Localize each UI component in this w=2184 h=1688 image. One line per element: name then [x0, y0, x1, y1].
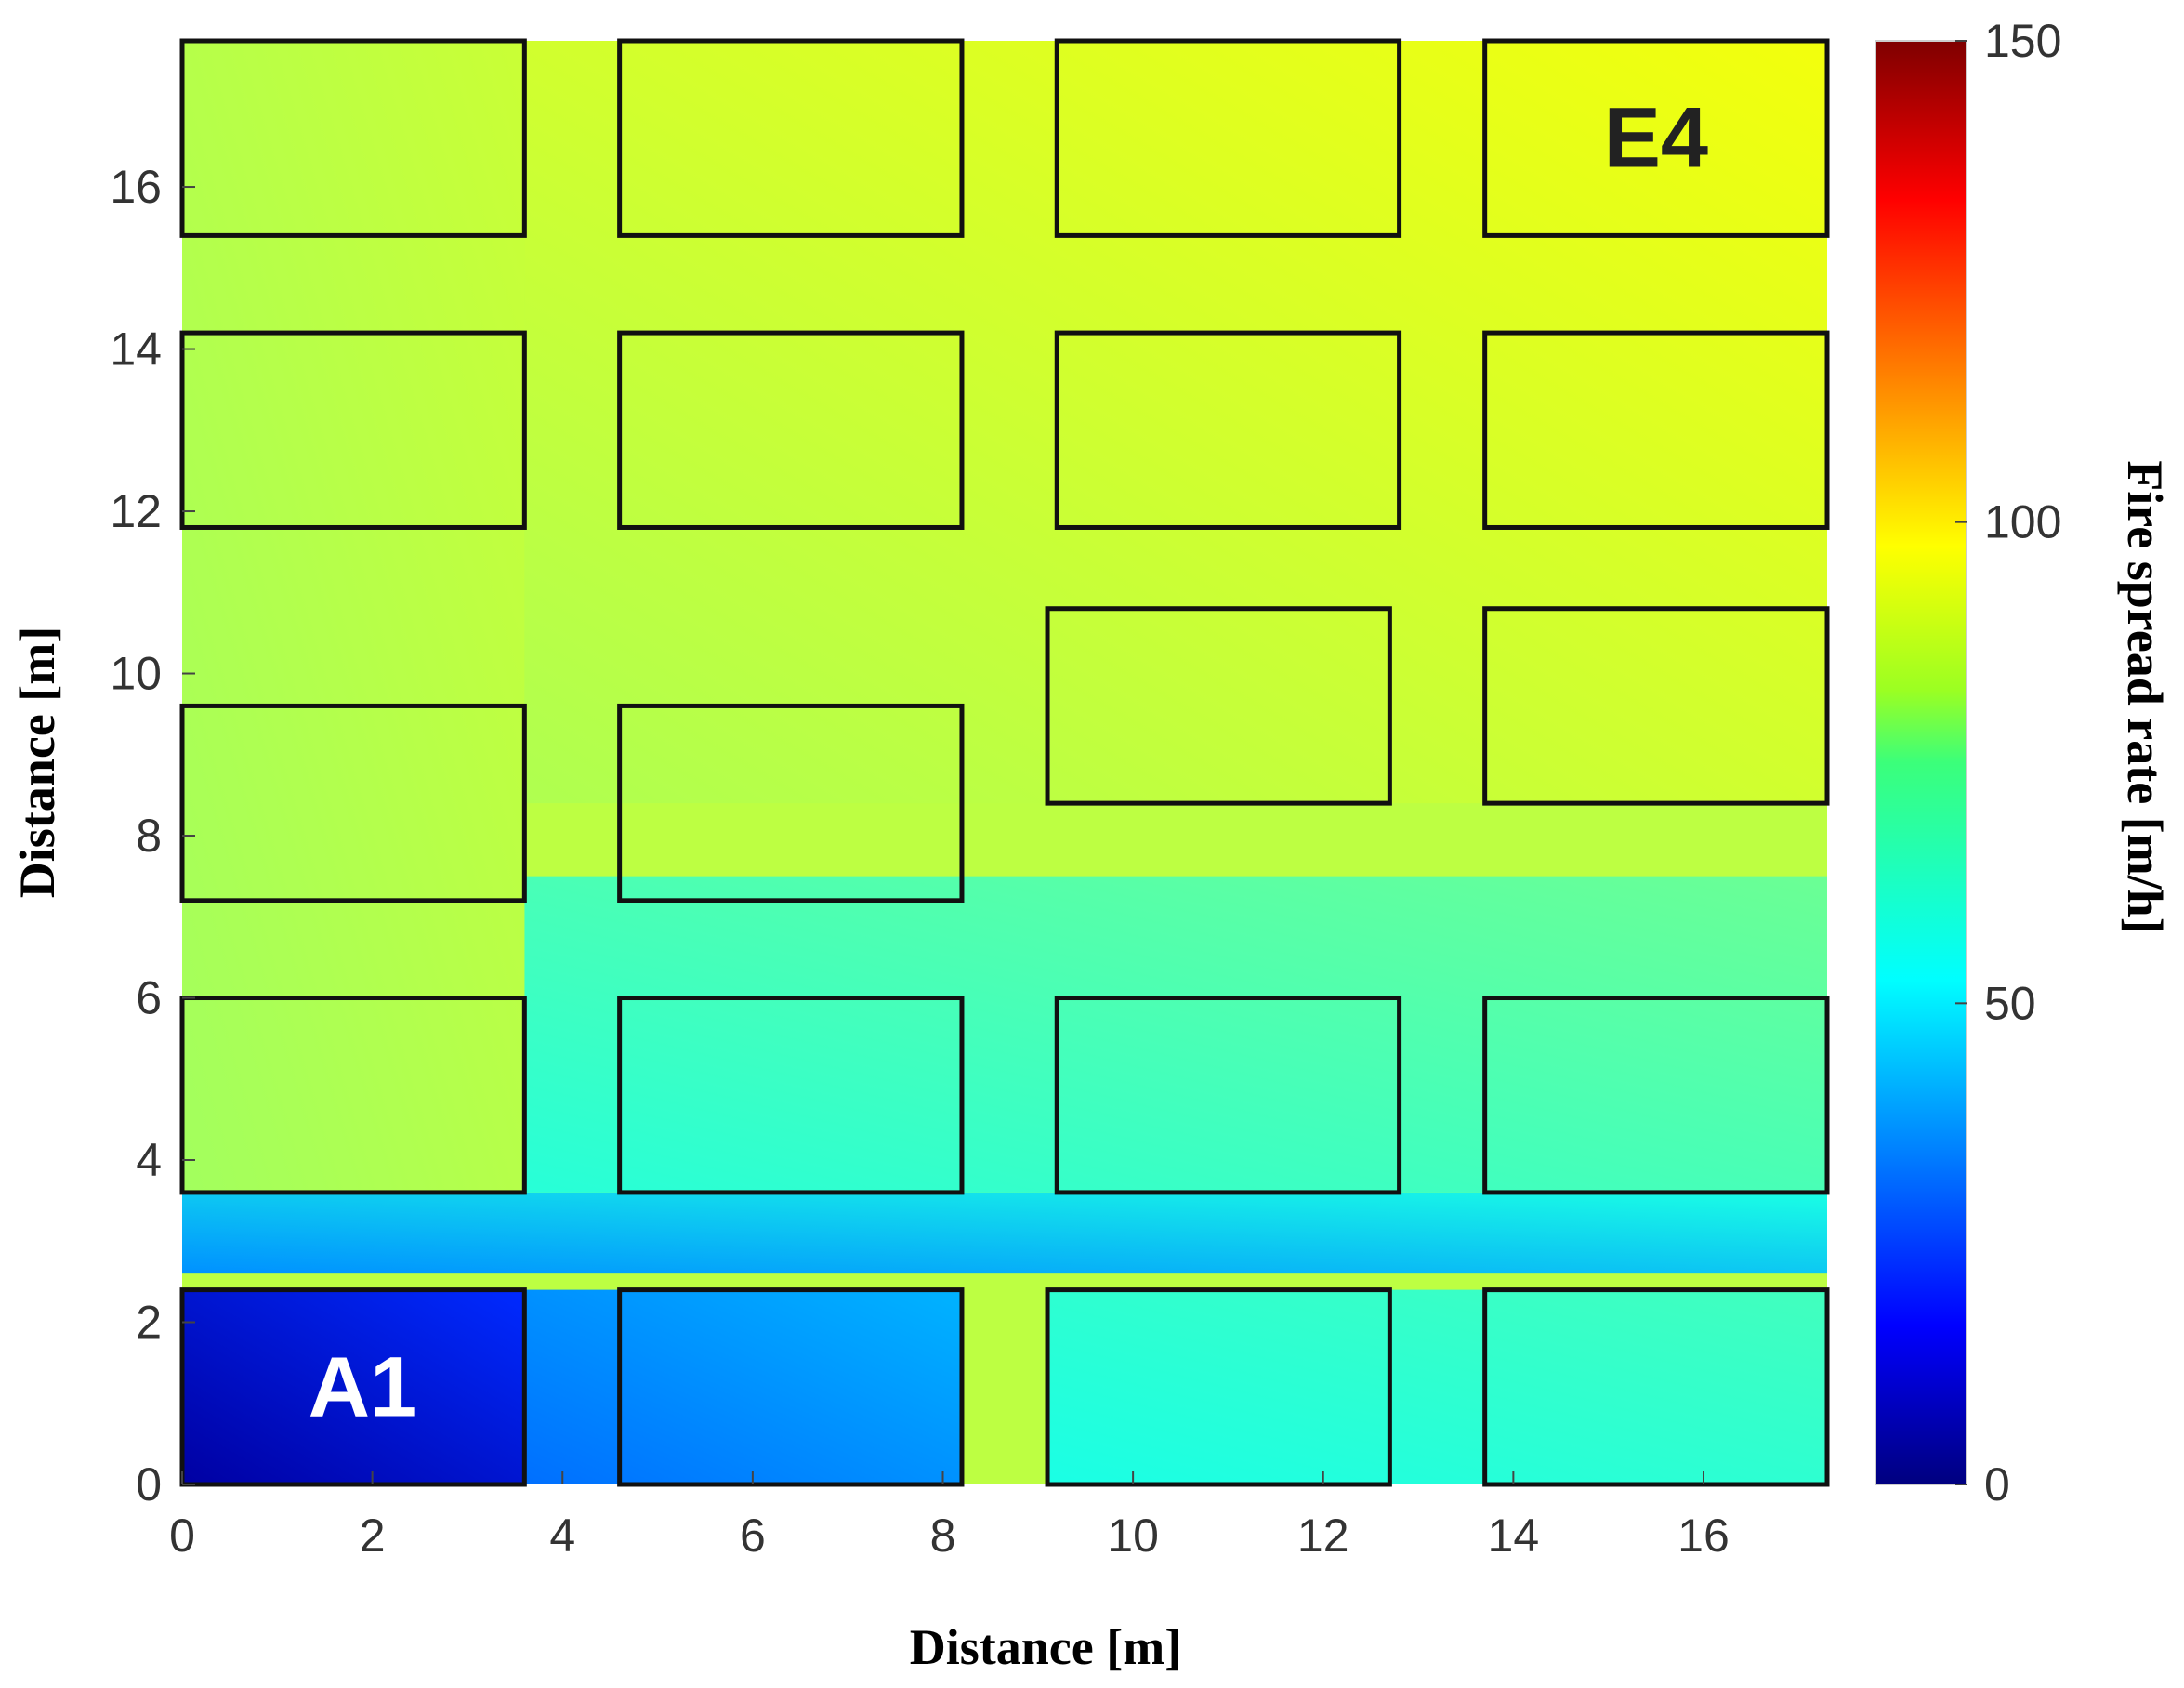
zone-annotations: A1 E4	[309, 91, 1709, 1435]
building-outline	[1482, 996, 1830, 1195]
zone-label: A1	[309, 1339, 418, 1434]
y-tick-label: 4	[136, 1134, 162, 1186]
x-tick-label: 4	[549, 1510, 575, 1562]
building-outline	[1045, 606, 1392, 806]
building-outline	[617, 703, 965, 903]
colorbar-tick-label: 0	[1984, 1458, 2010, 1510]
x-tick-label: 14	[1488, 1510, 1540, 1562]
colorbar-ticks: 0 50 100 150	[1955, 15, 2061, 1510]
y-tick-label: 12	[110, 485, 162, 537]
y-tick-label: 6	[136, 972, 162, 1024]
building-outline	[1054, 38, 1402, 238]
building-outline	[1482, 38, 1830, 238]
colorbar-tick-label: 100	[1984, 496, 2061, 548]
field-region	[1047, 1289, 1827, 1484]
x-tick-label: 8	[930, 1510, 956, 1562]
y-tick-label: 0	[136, 1458, 162, 1510]
colorbar-tick-label: 50	[1984, 977, 2036, 1029]
field-region	[524, 41, 1827, 804]
building-outline	[1054, 996, 1402, 1195]
y-tick-label: 10	[110, 648, 162, 700]
y-tick-label: 2	[136, 1297, 162, 1349]
colorbar-title: Fire spread rate [m/h]	[2117, 460, 2173, 933]
x-tick-label: 0	[169, 1510, 195, 1562]
building-outline	[1045, 1287, 1392, 1487]
building-outline	[617, 330, 965, 530]
building-outline	[1054, 330, 1402, 530]
field-region	[524, 1289, 962, 1484]
x-tick-label: 2	[360, 1510, 386, 1562]
x-tick-label: 16	[1677, 1510, 1730, 1562]
x-tick-label: 12	[1297, 1510, 1349, 1562]
heatmap-field	[182, 41, 1827, 1484]
x-axis-title: Distance [m]	[910, 1619, 1181, 1675]
colorbar	[1875, 40, 1967, 1485]
y-axis-ticks: 0 2 4 6 8 10 12 14 16	[110, 161, 195, 1510]
building-outline	[179, 996, 527, 1195]
field-region	[524, 876, 1827, 1193]
zone-label: E4	[1604, 91, 1709, 186]
building-outline	[1482, 606, 1830, 806]
building-outline	[617, 996, 965, 1195]
building-outline	[617, 38, 965, 238]
building-outline	[179, 703, 527, 903]
y-tick-label: 14	[110, 323, 162, 376]
field-region	[182, 41, 525, 1193]
x-tick-label: 6	[740, 1510, 766, 1562]
y-axis-title: Distance [m]	[9, 626, 65, 898]
y-tick-label: 8	[136, 810, 162, 862]
x-tick-label: 10	[1107, 1510, 1159, 1562]
field-region	[182, 1192, 1827, 1274]
building-outlines	[179, 38, 1830, 1487]
building-outline	[1482, 330, 1830, 530]
building-outline	[617, 1287, 965, 1487]
x-axis-ticks: 0 2 4 6 8 10 12 14 16	[169, 1471, 1730, 1562]
building-outline	[179, 330, 527, 530]
y-tick-label: 16	[110, 161, 162, 213]
field-region	[182, 1289, 525, 1484]
colorbar-tick-label: 150	[1984, 15, 2061, 67]
building-outline	[1482, 1287, 1830, 1487]
building-outline	[179, 1287, 527, 1487]
building-outline	[179, 38, 527, 238]
